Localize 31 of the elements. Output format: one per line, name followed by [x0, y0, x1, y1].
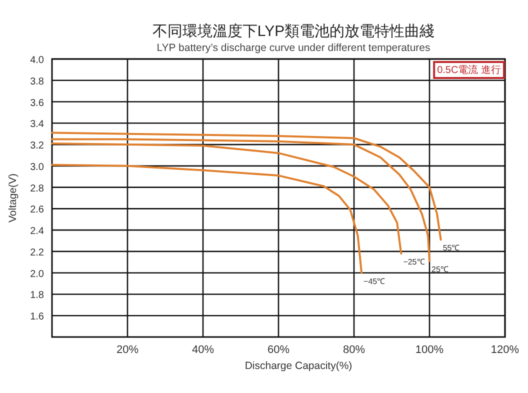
chart-subtitle: LYP battery’s discharge curve under different temperatures [156, 42, 430, 54]
y-tick-label: 2.8 [30, 183, 44, 194]
y-tick-label: 3.2 [30, 140, 44, 152]
y-tick-label: 1.6 [30, 312, 44, 323]
y-tick-label: 3.6 [30, 98, 44, 109]
series-label: −25℃ [403, 258, 425, 267]
series-label: 25℃ [432, 265, 448, 274]
series-label: −45℃ [364, 276, 386, 286]
y-tick-label: 2.0 [30, 268, 44, 280]
x-tick-label: 40% [192, 344, 214, 356]
x-tick-label: 100% [415, 344, 444, 356]
x-axis-title: Discharge Capacity(%) [244, 360, 352, 372]
line-series [51, 132, 442, 241]
y-tick-label: 2.6 [30, 204, 44, 216]
y-tick-label: 4.0 [30, 55, 44, 66]
y-tick-label: 3.0 [30, 162, 44, 173]
y-axis-title: Voltage(V) [7, 173, 19, 223]
chart-title: 不同環境溫度下LYP類電池的放電特性曲綫 [152, 23, 435, 40]
y-tick-label: 3.4 [30, 119, 44, 130]
x-tick-label: 60% [267, 344, 290, 356]
line-series [51, 142, 402, 255]
x-tick-label: 20% [116, 344, 139, 356]
x-tick-label: 120% [490, 344, 520, 356]
x-tick-label: 80% [342, 344, 366, 356]
series-label: 55℃ [442, 244, 460, 253]
annotation: 0.5C電流 進行 [437, 64, 501, 76]
y-tick-label: 3.8 [30, 76, 44, 88]
y-tick-label: 2.2 [30, 247, 44, 258]
y-tick-label: 2.4 [30, 226, 44, 238]
y-tick-label: 1.8 [30, 290, 44, 302]
line-series [51, 164, 363, 274]
